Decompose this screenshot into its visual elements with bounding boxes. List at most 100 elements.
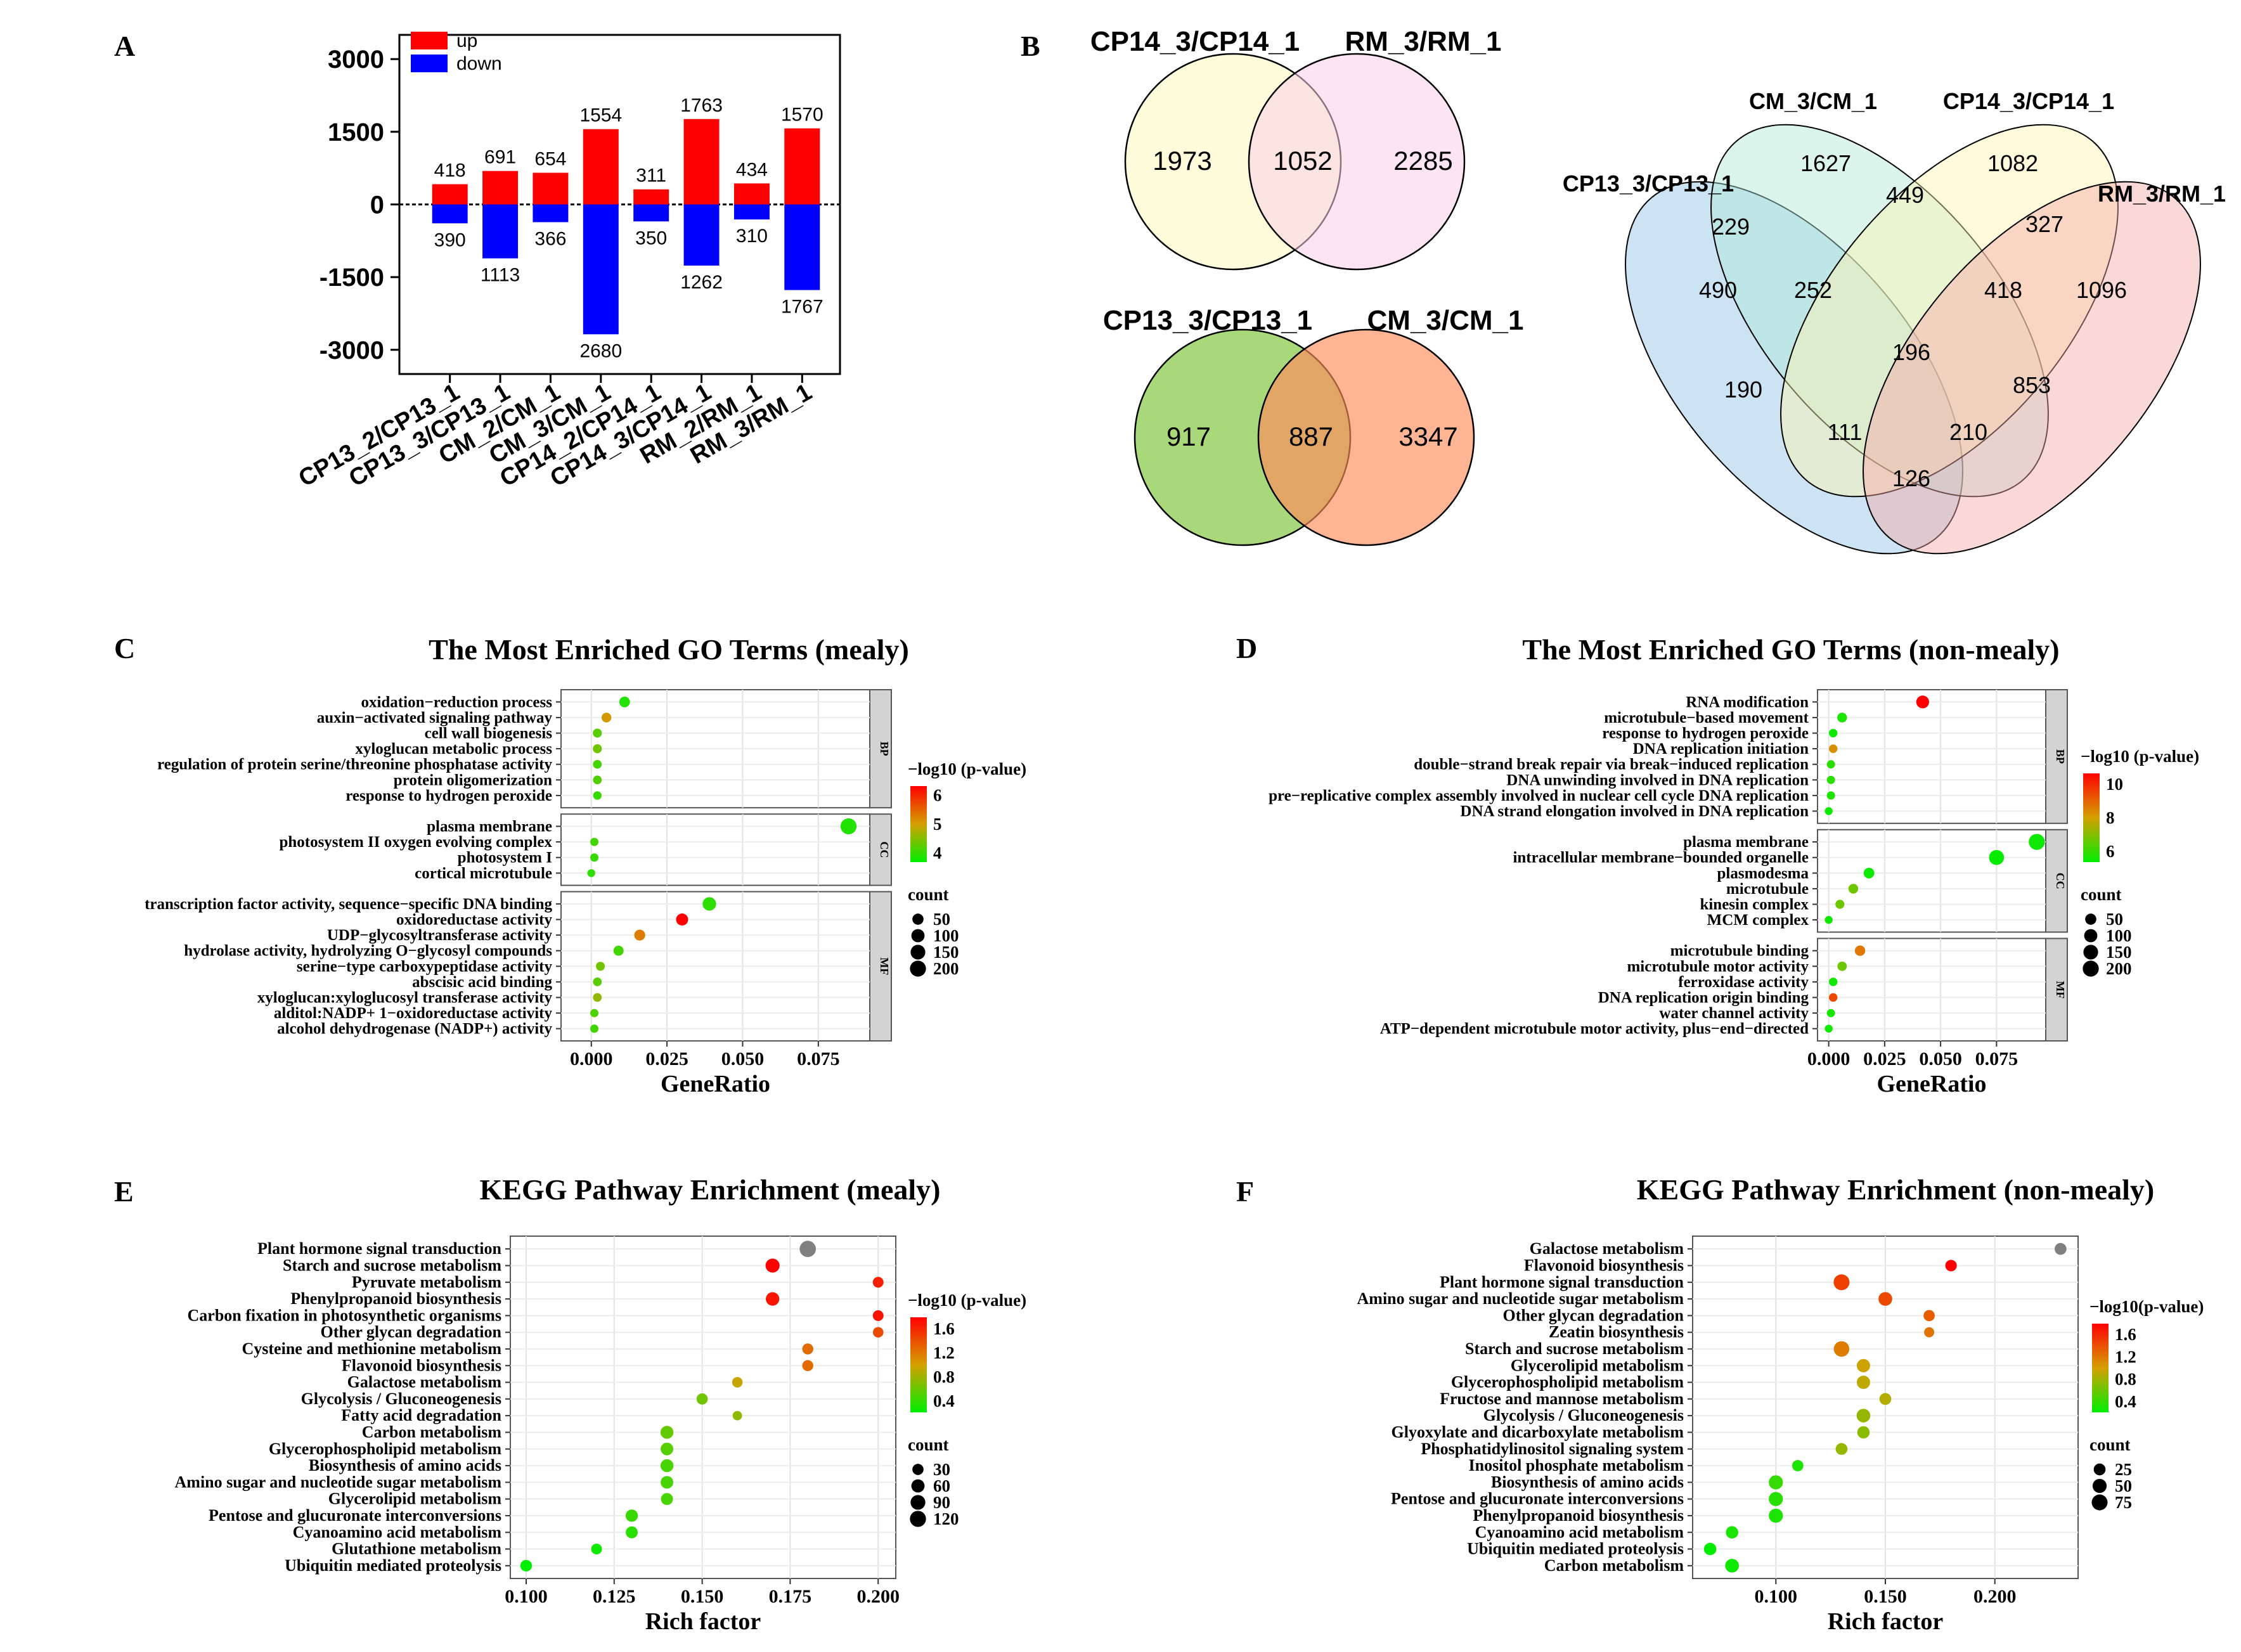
size-legend-label: 150	[933, 943, 959, 962]
term-label: Other glycan degradation	[320, 1323, 501, 1341]
term-label: abscisic acid binding	[412, 974, 552, 991]
size-legend-dot	[2093, 1463, 2106, 1476]
venn1-left-set-label: CP14_3/CP14_1	[1090, 26, 1300, 57]
size-legend-title: count	[908, 1435, 949, 1454]
venn2-right-circle	[1257, 328, 1475, 546]
size-legend-dot	[2092, 1478, 2107, 1494]
bar-down	[533, 204, 569, 223]
enrichment-dot	[696, 1393, 708, 1405]
term-label: Zeatin biosynthesis	[1549, 1323, 1684, 1341]
size-legend-label: 150	[2106, 943, 2132, 962]
y-tick-label: 0	[370, 191, 384, 219]
venn4-region-count: 126	[1892, 465, 1930, 491]
size-legend-dot	[910, 945, 926, 960]
facet-panel	[1817, 829, 2046, 933]
term-label: Pyruvate metabolism	[352, 1273, 501, 1291]
bar-up	[683, 119, 720, 205]
term-label: intracellular membrane−bounded organelle	[1513, 849, 1809, 867]
enrichment-dot	[660, 1459, 674, 1473]
x-tick-label: 0.075	[797, 1049, 840, 1069]
enrichment-dot	[613, 945, 624, 956]
term-label: Biosynthesis of amino acids	[309, 1456, 501, 1475]
term-label: protein oligomerization	[394, 771, 552, 789]
term-label: double−strand break repair via break−ind…	[1414, 756, 1809, 773]
term-label: Glycerophospholipid metabolism	[269, 1440, 502, 1458]
term-label: Phenylpropanoid biosynthesis	[1473, 1506, 1684, 1525]
enrichment-dot	[1725, 1559, 1740, 1573]
enrichment-dot	[661, 1493, 673, 1506]
venn4-region-count: 449	[1886, 182, 1924, 208]
venn1-overlap: 1052	[1273, 146, 1332, 176]
x-tick-label: 0.025	[1863, 1049, 1906, 1069]
legend-down-swatch	[411, 55, 448, 72]
size-legend-dot	[2084, 929, 2098, 943]
size-legend-label: 200	[2106, 959, 2132, 978]
venn4-region-count: 252	[1794, 277, 1832, 303]
bar-down	[633, 204, 669, 222]
size-legend-title: count	[2089, 1435, 2131, 1454]
enrichment-dot	[625, 1509, 638, 1522]
term-label: MCM complex	[1707, 912, 1809, 929]
venn4-region-count: 196	[1892, 339, 1930, 365]
term-label: Galactose metabolism	[1530, 1239, 1684, 1258]
term-label: Galactose metabolism	[347, 1373, 502, 1391]
size-legend-label: 50	[2106, 910, 2123, 929]
term-label: Fructose and mannose metabolism	[1440, 1390, 1684, 1408]
enrichment-dot	[590, 1024, 599, 1033]
bar-up-label: 434	[736, 159, 768, 180]
x-tick-label: 0.075	[1975, 1049, 2018, 1069]
enrichment-dot	[1769, 1475, 1783, 1490]
y-tick-label: -3000	[320, 337, 384, 365]
enrichment-dot	[626, 1526, 638, 1539]
enrichment-dot	[595, 962, 605, 971]
term-label: photosystem I	[458, 849, 552, 867]
color-legend-tick: 4	[933, 844, 942, 863]
chart-title: The Most Enriched GO Terms (non-mealy)	[1522, 633, 2059, 666]
enrichment-dot	[1856, 1358, 1870, 1372]
venn2-left-set-label: CP13_3/CP13_1	[1103, 305, 1312, 336]
color-legend-tick: 1.2	[933, 1343, 955, 1362]
facet-strip-label: CC	[2054, 873, 2067, 889]
venn4-set3-label: CP14_3/CP14_1	[1943, 88, 2114, 114]
x-axis-label: Rich factor	[1828, 1608, 1944, 1635]
enrichment-dot	[2029, 834, 2045, 850]
facet-strip	[869, 813, 892, 886]
color-legend-title: −log10 (p-value)	[2081, 747, 2199, 766]
bar-down-label: 310	[736, 226, 768, 247]
term-label: serine−type carboxypeptidase activity	[297, 958, 553, 975]
venn2-right-only: 3347	[1398, 422, 1457, 451]
color-legend-tick: 1.6	[2115, 1325, 2136, 1344]
size-legend-dot	[912, 1464, 924, 1475]
x-tick-label: 0.100	[505, 1586, 548, 1607]
enrichment-dot	[802, 1360, 813, 1371]
enrichment-dot	[1829, 978, 1838, 986]
chart-title: The Most Enriched GO Terms (mealy)	[429, 633, 909, 666]
term-label: photosystem II oxygen evolving complex	[279, 834, 552, 851]
term-label: Carbon metabolism	[362, 1423, 502, 1441]
enrichment-dot	[661, 1442, 674, 1455]
term-label: xyloglucan:xyloglucosyl transferase acti…	[257, 990, 553, 1007]
color-legend-bar	[910, 786, 927, 862]
venn2-overlap: 887	[1289, 422, 1333, 451]
size-legend-dot	[2091, 1494, 2108, 1511]
enrichment-dot	[1945, 1260, 1957, 1272]
enrichment-dot	[1879, 1393, 1892, 1405]
term-label: plasma membrane	[427, 818, 552, 836]
enrichment-dot	[1856, 1376, 1870, 1390]
enrichment-dot	[593, 978, 602, 986]
enrichment-dot	[661, 1476, 674, 1489]
facet-strip-label: CC	[878, 841, 891, 858]
legend-up-label: up	[456, 30, 477, 51]
bar-chart-deg-counts: 300015000-1500-3000418390CP13_2/CP13_169…	[294, 30, 841, 492]
term-label: DNA strand elongation involved in DNA re…	[1460, 803, 1809, 820]
enrichment-dot	[802, 1343, 813, 1355]
facet-strip	[869, 891, 892, 1042]
size-legend-dot	[911, 929, 925, 943]
venn4-region-count: 111	[1828, 419, 1863, 445]
enrichment-dot	[1824, 915, 1833, 924]
venn4-region-count: 327	[2025, 211, 2063, 237]
venn2-right-set-label: CM_3/CM_1	[1367, 305, 1524, 336]
venn1-left-only: 1973	[1153, 146, 1211, 176]
bar-down	[733, 204, 770, 220]
term-label: Glycolysis / Gluconeogenesis	[301, 1390, 501, 1408]
